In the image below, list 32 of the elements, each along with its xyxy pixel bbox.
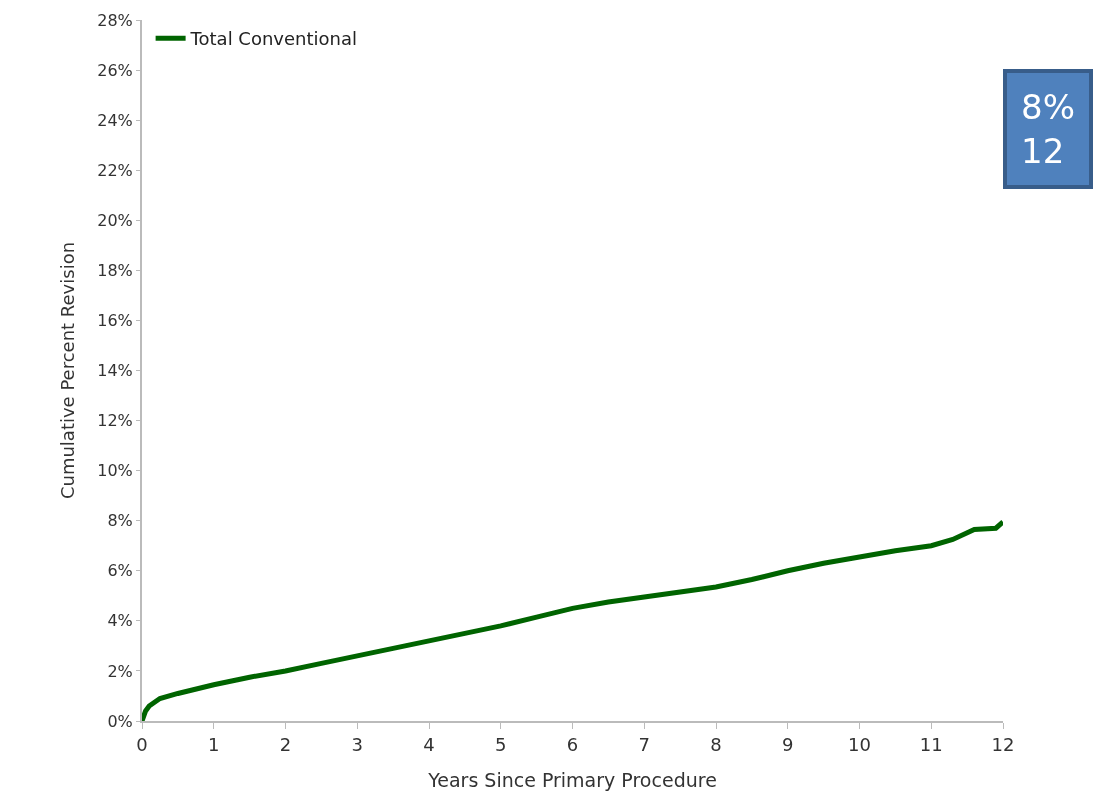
- x-tick-label: 5: [495, 733, 507, 755]
- x-tick-label: 12: [991, 733, 1015, 755]
- x-tick-label: 3: [351, 733, 363, 755]
- y-tick-label: 16%: [97, 311, 133, 331]
- x-tick-label: 8: [710, 733, 722, 755]
- y-tick-label: 4%: [107, 611, 133, 631]
- x-tick-label: 7: [638, 733, 650, 755]
- y-tick-label: 26%: [97, 60, 133, 80]
- y-tick-label: 24%: [97, 110, 133, 130]
- y-tick-label: 8%: [107, 511, 133, 531]
- y-tick-label: 10%: [97, 461, 133, 481]
- y-tick-label: 2%: [107, 661, 133, 681]
- y-tick-label: 12%: [97, 411, 133, 431]
- y-tick-label: 20%: [97, 210, 133, 230]
- y-tick-label: 22%: [97, 160, 133, 180]
- x-tick-label: 0: [136, 733, 148, 755]
- y-tick-label: 18%: [97, 260, 133, 280]
- y-axis-title: Cumulative Percent Revision: [56, 241, 78, 500]
- x-tick-label: 6: [566, 733, 579, 755]
- x-tick-label: 2: [279, 733, 292, 755]
- legend-label: Total Conventional: [189, 28, 358, 50]
- y-tick-label: 6%: [107, 561, 133, 581]
- y-tick-label: 0%: [107, 711, 133, 731]
- x-tick-label: 1: [208, 733, 220, 755]
- x-tick-label: 10: [848, 733, 871, 755]
- text: 8% 12: [1021, 87, 1075, 172]
- x-tick-label: 11: [919, 733, 943, 755]
- x-tick-label: 4: [423, 733, 435, 755]
- x-tick-label: 9: [782, 733, 794, 755]
- y-tick-label: 28%: [97, 10, 133, 30]
- y-tick-label: 14%: [97, 361, 133, 381]
- x-axis-title: Years Since Primary Procedure: [427, 768, 717, 791]
